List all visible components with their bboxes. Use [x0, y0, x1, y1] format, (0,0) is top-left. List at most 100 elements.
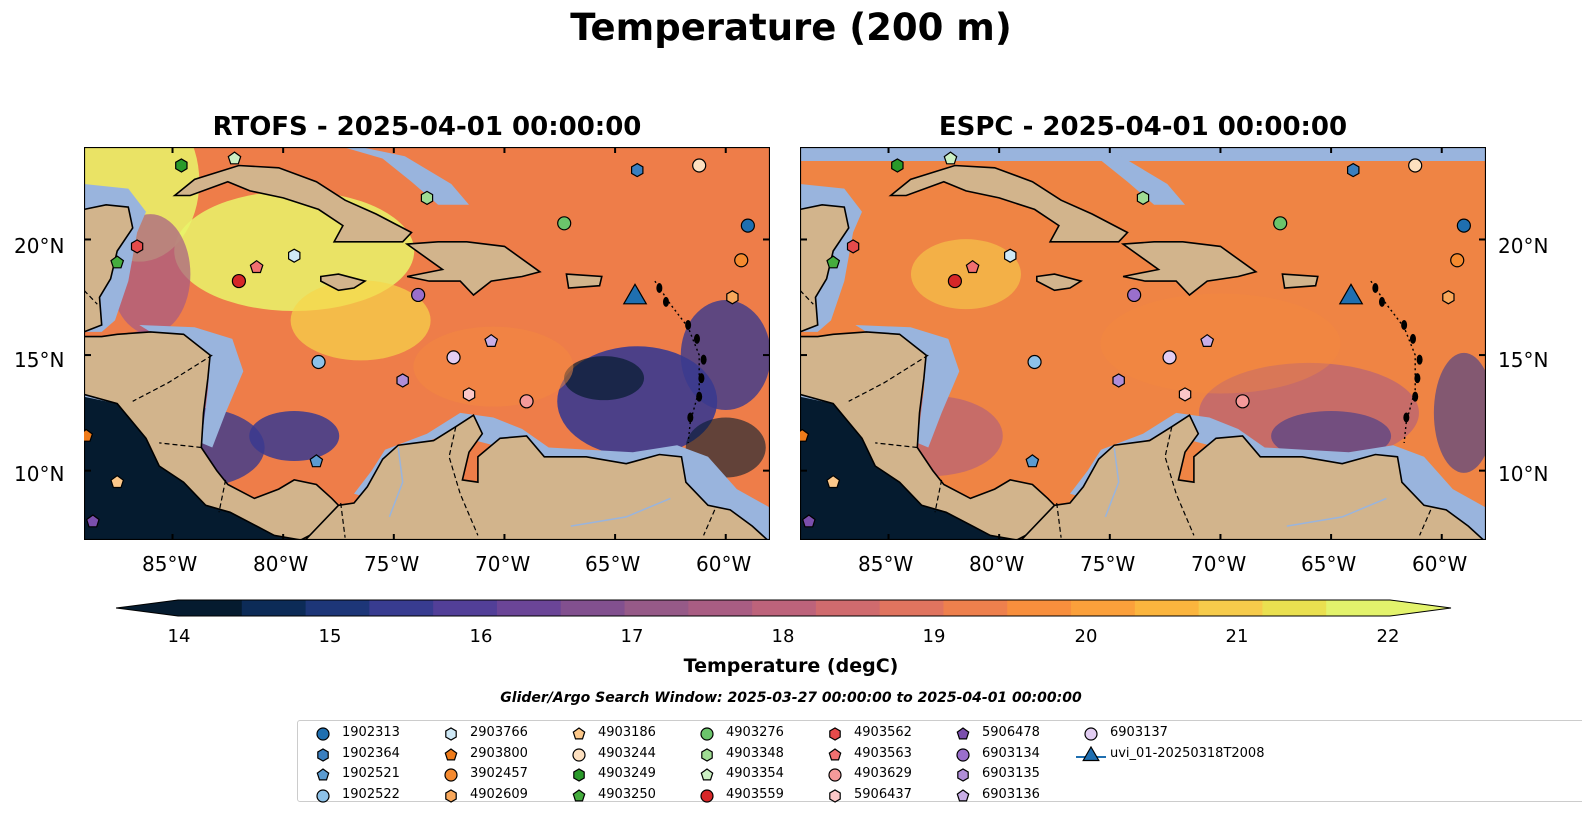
- colorbar-tick-14: 14: [167, 626, 191, 647]
- legend-symbol: [572, 727, 586, 740]
- lon-label-65w-left: 65°W: [585, 552, 641, 576]
- legend-symbol: [573, 768, 585, 782]
- colorbar-segment: [688, 600, 753, 616]
- island-espc: [1409, 333, 1416, 344]
- colorbar-segment: [1007, 600, 1072, 616]
- colorbar-outline: [116, 599, 1452, 617]
- lat-label-10n-left: 10°N: [14, 462, 65, 486]
- temperature-patch-rtofs: [680, 300, 770, 411]
- marker-4903348-espc: [1136, 190, 1150, 206]
- panel-title-rtofs: RTOFS - 2025-04-01 00:00:00: [212, 112, 642, 142]
- lon-label-75w-right: 75°W: [1080, 552, 1136, 576]
- colorbar-tick-18: 18: [771, 626, 795, 647]
- colorbar-segment: [752, 600, 817, 616]
- marker-4903354-rtofs: [227, 151, 242, 165]
- bahamas-shelf-rtofs: [287, 147, 469, 205]
- border-line-espc: [875, 442, 918, 449]
- marker-4903559-rtofs: [231, 273, 247, 289]
- temperature-patch-espc: [910, 239, 1021, 310]
- legend-symbol: [956, 727, 970, 740]
- legend-marker-icon: [572, 727, 586, 740]
- legend-label: 4902609: [470, 786, 528, 802]
- colorbar-segment: [1262, 600, 1327, 616]
- legend-marker-icon: [829, 727, 841, 741]
- colorbar-segment: [1198, 600, 1263, 616]
- legend-marker-icon: [1076, 745, 1106, 761]
- marker-4903563-espc: [965, 259, 980, 274]
- island-espc: [1416, 354, 1423, 365]
- river-rtofs: [570, 497, 671, 527]
- lon-label-85w-right: 85°W: [858, 552, 914, 576]
- temperature-patch-rtofs: [413, 326, 574, 407]
- island-rtofs: [662, 296, 669, 307]
- legend-symbol: [957, 768, 969, 782]
- island-espc: [1372, 283, 1379, 294]
- border-line-rtofs: [159, 442, 202, 449]
- marker-4903562-rtofs: [130, 239, 144, 254]
- hispaniola-land-espc: [1120, 241, 1258, 297]
- legend-symbol: [572, 788, 586, 801]
- south-shelf-rtofs: [354, 412, 770, 540]
- legend-label: 3902457: [470, 766, 528, 781]
- marker-4903244-espc: [1408, 158, 1423, 173]
- colorbar-segment: [496, 600, 562, 616]
- legend-marker-icon: [828, 768, 842, 782]
- legend-label: 5906437: [854, 786, 912, 802]
- legend-symbol: [829, 727, 841, 741]
- marker-6903136-espc: [1200, 333, 1215, 347]
- legend-label: 4903563: [854, 745, 912, 761]
- marker-5906437-rtofs: [462, 387, 476, 402]
- river-espc: [1104, 447, 1120, 518]
- legend-symbol: [444, 747, 458, 760]
- marker-2903800-rtofs: [84, 428, 94, 442]
- island-espc: [1378, 296, 1385, 307]
- lon-label-80w-right: 80°W: [969, 552, 1025, 576]
- legend-label: 1902522: [342, 786, 400, 802]
- legend-label: 5906478: [982, 725, 1040, 740]
- legend-marker-icon: [316, 788, 330, 803]
- legend-marker-icon: [828, 747, 842, 760]
- legend-label: 6903136: [982, 786, 1040, 802]
- legend-label: uvi_01-20250318T2008: [1110, 745, 1265, 761]
- colorbar-segment: [879, 600, 944, 616]
- legend-marker-icon: [700, 788, 714, 803]
- marker-4903249-espc: [891, 158, 904, 173]
- marker-2903766-espc: [1004, 248, 1017, 263]
- border-line-espc: [934, 479, 943, 513]
- puerto-rico-land-rtofs: [565, 273, 603, 289]
- legend-symbol: [828, 747, 842, 760]
- legend-symbol: [317, 747, 329, 762]
- legend-marker-icon: [316, 727, 330, 741]
- marker-4903250-rtofs: [110, 255, 125, 269]
- legend-label: 4903244: [598, 745, 656, 761]
- legend-label: 4903186: [598, 725, 656, 740]
- antilles-arc-rtofs: [654, 280, 700, 443]
- legend-label: 4903348: [726, 745, 784, 761]
- marker-uvi_01-20250318T2008-rtofs: [622, 283, 648, 305]
- legend-label: 1902521: [342, 766, 400, 781]
- border-line-rtofs: [448, 426, 479, 536]
- border-line-espc: [800, 289, 814, 305]
- marker-4903559-espc: [947, 273, 963, 289]
- legend-symbol: [316, 768, 330, 781]
- colorbar-tick-16: 16: [469, 626, 493, 647]
- south-america-land-espc: [800, 414, 1486, 540]
- border-line-rtofs: [340, 502, 346, 538]
- marker-4903186-espc: [826, 474, 841, 489]
- jamaica-land-espc: [1036, 273, 1083, 292]
- central-america-land-espc: [800, 331, 1056, 540]
- legend-label: 2903800: [470, 745, 528, 761]
- colorbar: [116, 599, 1452, 617]
- lat-label-20n-left: 20°N: [14, 234, 65, 258]
- border-line-rtofs: [84, 289, 98, 305]
- legend-symbol: [700, 788, 714, 803]
- main-title: Temperature (200 m): [570, 6, 1012, 49]
- island-rtofs: [698, 373, 705, 384]
- map-panel-espc: [800, 147, 1486, 540]
- no-data-strip-espc: [800, 147, 1486, 161]
- cuba-land-rtofs: [172, 164, 413, 243]
- puerto-rico-land-espc: [1281, 273, 1319, 289]
- legend-marker-icon: [316, 768, 330, 781]
- marker-3902457-rtofs: [734, 253, 749, 268]
- nicaragua-shelf-rtofs: [139, 325, 244, 448]
